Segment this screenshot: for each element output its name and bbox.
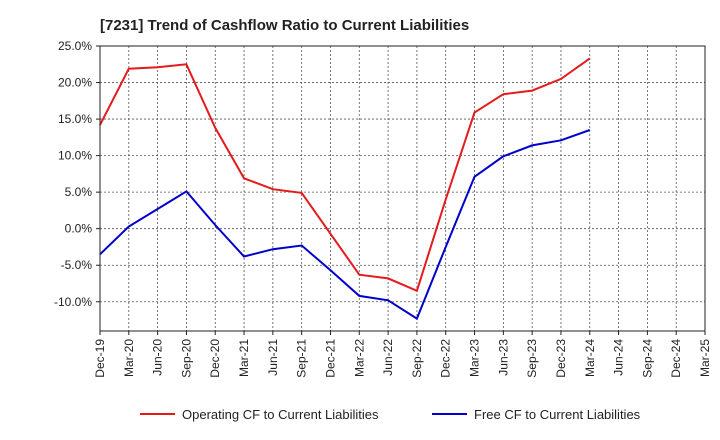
x-tick-label: Dec-20 [208, 339, 222, 378]
x-tick-label: Dec-19 [93, 339, 107, 378]
x-tick-label: Jun-21 [266, 339, 280, 376]
x-tick-label: Sep-22 [410, 339, 424, 378]
y-tick-label: 15.0% [58, 112, 92, 126]
y-tick-label: -5.0% [61, 258, 93, 272]
grid [99, 45, 706, 331]
y-tick-label: 5.0% [65, 185, 93, 199]
x-tick-label: Jun-24 [612, 339, 626, 376]
chart-title: [7231] Trend of Cashflow Ratio to Curren… [100, 17, 469, 34]
x-tick-label: Mar-20 [122, 339, 136, 377]
series-lines [99, 57, 591, 321]
x-tick-label: Sep-23 [525, 339, 539, 378]
x-tick-label: Mar-21 [237, 339, 251, 377]
y-tick-label: 25.0% [58, 39, 92, 53]
x-tick-label: Dec-21 [323, 339, 337, 378]
x-tick-label: Jun-23 [496, 339, 510, 376]
x-tick-label: Sep-21 [295, 339, 309, 378]
legend-label-free-cf: Free CF to Current Liabilities [474, 407, 641, 422]
x-tick-label: Sep-20 [179, 339, 193, 378]
x-tick-label: Jun-20 [151, 339, 165, 376]
x-tick-label: Dec-24 [669, 339, 683, 378]
x-tick-label: Dec-22 [439, 339, 453, 378]
x-axis-ticks: Dec-19 Mar-20 Jun-20 Sep-20 Dec-20 Mar-21 Jun-… [93, 331, 712, 378]
y-axis-ticks: 25.0% 20.0% 15.0% 10.0% 5.0% 0.0% -5.0% -10.0% [54, 39, 100, 309]
x-tick-label: Mar-22 [352, 339, 366, 377]
legend: Operating CF to Current Liabilities Free… [140, 407, 641, 422]
y-tick-label: 20.0% [58, 76, 92, 90]
x-tick-label: Sep-24 [640, 339, 654, 378]
x-tick-label: Mar-25 [698, 339, 712, 377]
x-tick-label: Mar-24 [583, 339, 597, 377]
x-tick-label: Jun-22 [381, 339, 395, 376]
x-tick-label: Mar-23 [468, 339, 482, 377]
y-tick-label: 10.0% [58, 149, 92, 163]
y-tick-label: 0.0% [65, 222, 93, 236]
series-line-free-cf [99, 129, 591, 321]
legend-label-operating-cf: Operating CF to Current Liabilities [182, 407, 379, 422]
x-tick-label: Dec-23 [554, 339, 568, 378]
plot-frame [99, 45, 706, 332]
y-tick-label: -10.0% [54, 295, 92, 309]
series-line-operating-cf [99, 57, 591, 293]
